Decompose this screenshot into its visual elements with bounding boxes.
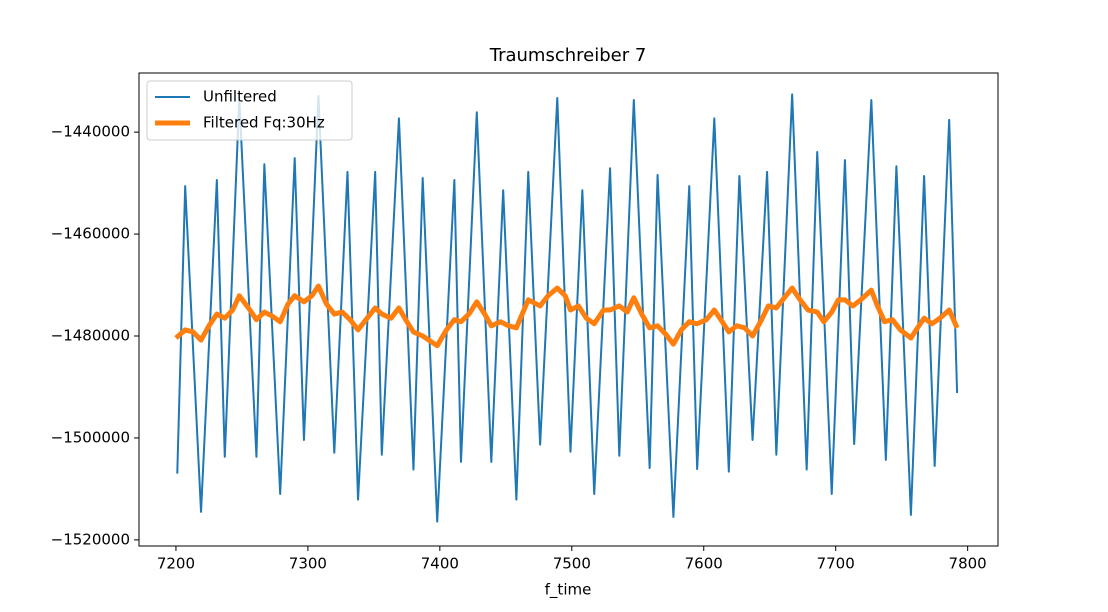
x-tick-label: 7500 — [553, 555, 591, 573]
x-tick-label: 7700 — [817, 555, 855, 573]
y-tick-label: −1520000 — [51, 530, 130, 548]
y-tick-label: −1480000 — [51, 327, 130, 345]
x-tick-label: 7800 — [949, 555, 987, 573]
legend-label: Unfiltered — [203, 88, 277, 106]
y-tick-label: −1460000 — [51, 225, 130, 243]
y-tick-label: −1440000 — [51, 123, 130, 141]
x-tick-label: 7400 — [421, 555, 459, 573]
legend-label: Filtered Fq:30Hz — [203, 114, 325, 132]
y-tick-label: −1500000 — [51, 428, 130, 446]
x-tick-label: 7600 — [685, 555, 723, 573]
chart-title: Traumschreiber 7 — [489, 45, 647, 66]
axes-frame — [138, 72, 999, 547]
x-tick-label: 7200 — [157, 555, 195, 573]
legend-box — [146, 80, 353, 141]
series-line — [174, 283, 960, 349]
series-line — [176, 93, 959, 523]
x-tick-label: 7300 — [289, 555, 327, 573]
x-axis-label: f_time — [545, 581, 592, 600]
